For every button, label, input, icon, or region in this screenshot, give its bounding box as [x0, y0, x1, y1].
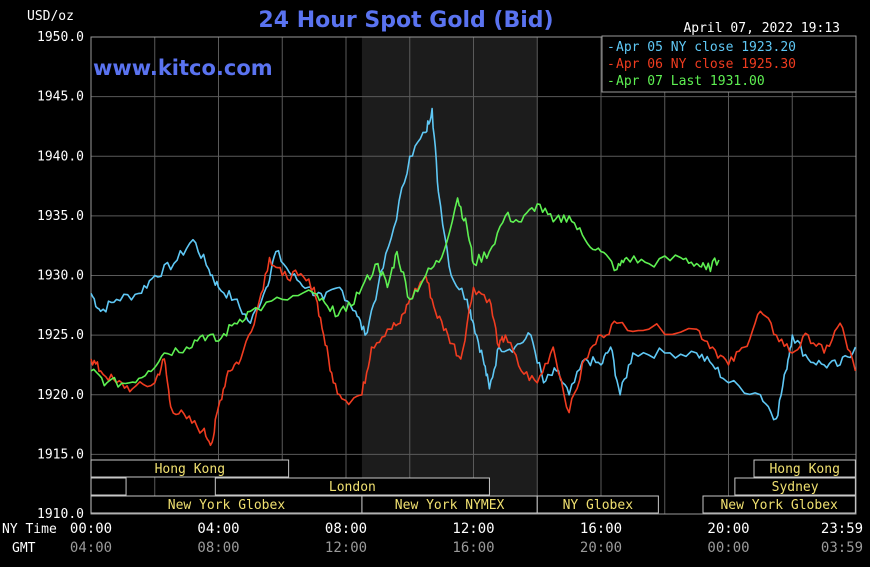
x-tick-label-ny: 23:59: [821, 521, 863, 537]
x-tick-label-gmt: 03:59: [821, 540, 863, 556]
x-tick-label-gmt: 04:00: [70, 540, 112, 556]
y-tick-label: 1945.0: [37, 90, 84, 105]
legend-dash-apr07: -: [607, 74, 615, 89]
plot-frame: [90, 36, 857, 515]
x-tick-label-gmt: 20:00: [580, 540, 622, 556]
y-tick-label: 1920.0: [37, 388, 84, 403]
x-tick-label-gmt: 12:00: [325, 540, 367, 556]
legend: Apr 05 NY close 1923.20 Apr 06 NY close …: [601, 35, 857, 93]
session-bar: [536, 495, 659, 514]
ny-time-label: NY Time: [2, 522, 57, 537]
legend-entry-apr05: Apr 05 NY close 1923.20: [616, 40, 796, 55]
x-tick-labels: 00:00 04:00 08:00 12:00 16:00 20:00 23:59 04:00…: [70, 521, 863, 556]
session-bar: [90, 459, 290, 478]
session-bar-label: Hong Kong: [155, 462, 225, 477]
session-bar-label: Sydney: [772, 480, 819, 495]
session-bar-label: Hong Kong: [769, 462, 839, 477]
series-layer: [90, 107, 857, 447]
session-bar-label: New York NYMEX: [395, 498, 505, 513]
session-bar-label: New York Globex: [168, 498, 286, 513]
x-tick-label-ny: 16:00: [580, 521, 622, 537]
chart-timestamp: April 07, 2022 19:13: [683, 21, 840, 36]
x-tick-label-ny: 20:00: [707, 521, 749, 537]
session-bar-label: London: [329, 480, 376, 495]
gmt-label: GMT: [12, 541, 36, 556]
y-tick-label: 1940.0: [37, 149, 84, 164]
legend-entry-apr06: Apr 06 NY close 1925.30: [616, 57, 796, 72]
chart-title: 24 Hour Spot Gold (Bid): [258, 8, 553, 33]
session-bar: [214, 477, 490, 496]
y-axis-unit-label: USD/oz: [27, 9, 74, 24]
session-bar-label: New York Globex: [720, 498, 838, 513]
y-tick-labels: 1950.0 1945.0 1940.0 1935.0 1930.0 1925.0 1920…: [37, 30, 84, 522]
legend-dash-apr06: -: [607, 57, 615, 72]
legend-entry-apr07: Apr 07 Last 1931.00: [616, 74, 765, 89]
session-bars: Hong Kong Hong Kong London Sydney New York G…: [90, 459, 856, 514]
session-bar: [734, 477, 856, 496]
y-tick-label: 1925.0: [37, 328, 84, 343]
x-tick-label-ny: 12:00: [452, 521, 494, 537]
x-tick-label-ny: 08:00: [325, 521, 367, 537]
x-tick-label-gmt: 16:00: [452, 540, 494, 556]
x-tick-label-gmt: 08:00: [197, 540, 239, 556]
legend-dash-apr05: -: [607, 40, 615, 55]
x-tick-label-gmt: 00:00: [707, 540, 749, 556]
y-tick-label: 1915.0: [37, 447, 84, 462]
session-bar-label: NY Globex: [563, 498, 634, 513]
watermark-url: www.kitco.com: [93, 56, 273, 80]
legend-box: [601, 35, 857, 93]
session-bar: [753, 459, 856, 478]
x-tick-label-ny: 00:00: [70, 521, 112, 537]
series-line-apr-05: [90, 107, 857, 421]
session-bar: [90, 477, 127, 496]
y-tick-label: 1910.0: [37, 507, 84, 522]
x-tick-label-ny: 04:00: [197, 521, 239, 537]
y-tick-label: 1930.0: [37, 269, 84, 284]
series-line-apr-07: [90, 197, 720, 388]
y-tick-label: 1950.0: [37, 30, 84, 45]
y-tick-label: 1935.0: [37, 209, 84, 224]
session-bar: [702, 495, 856, 514]
